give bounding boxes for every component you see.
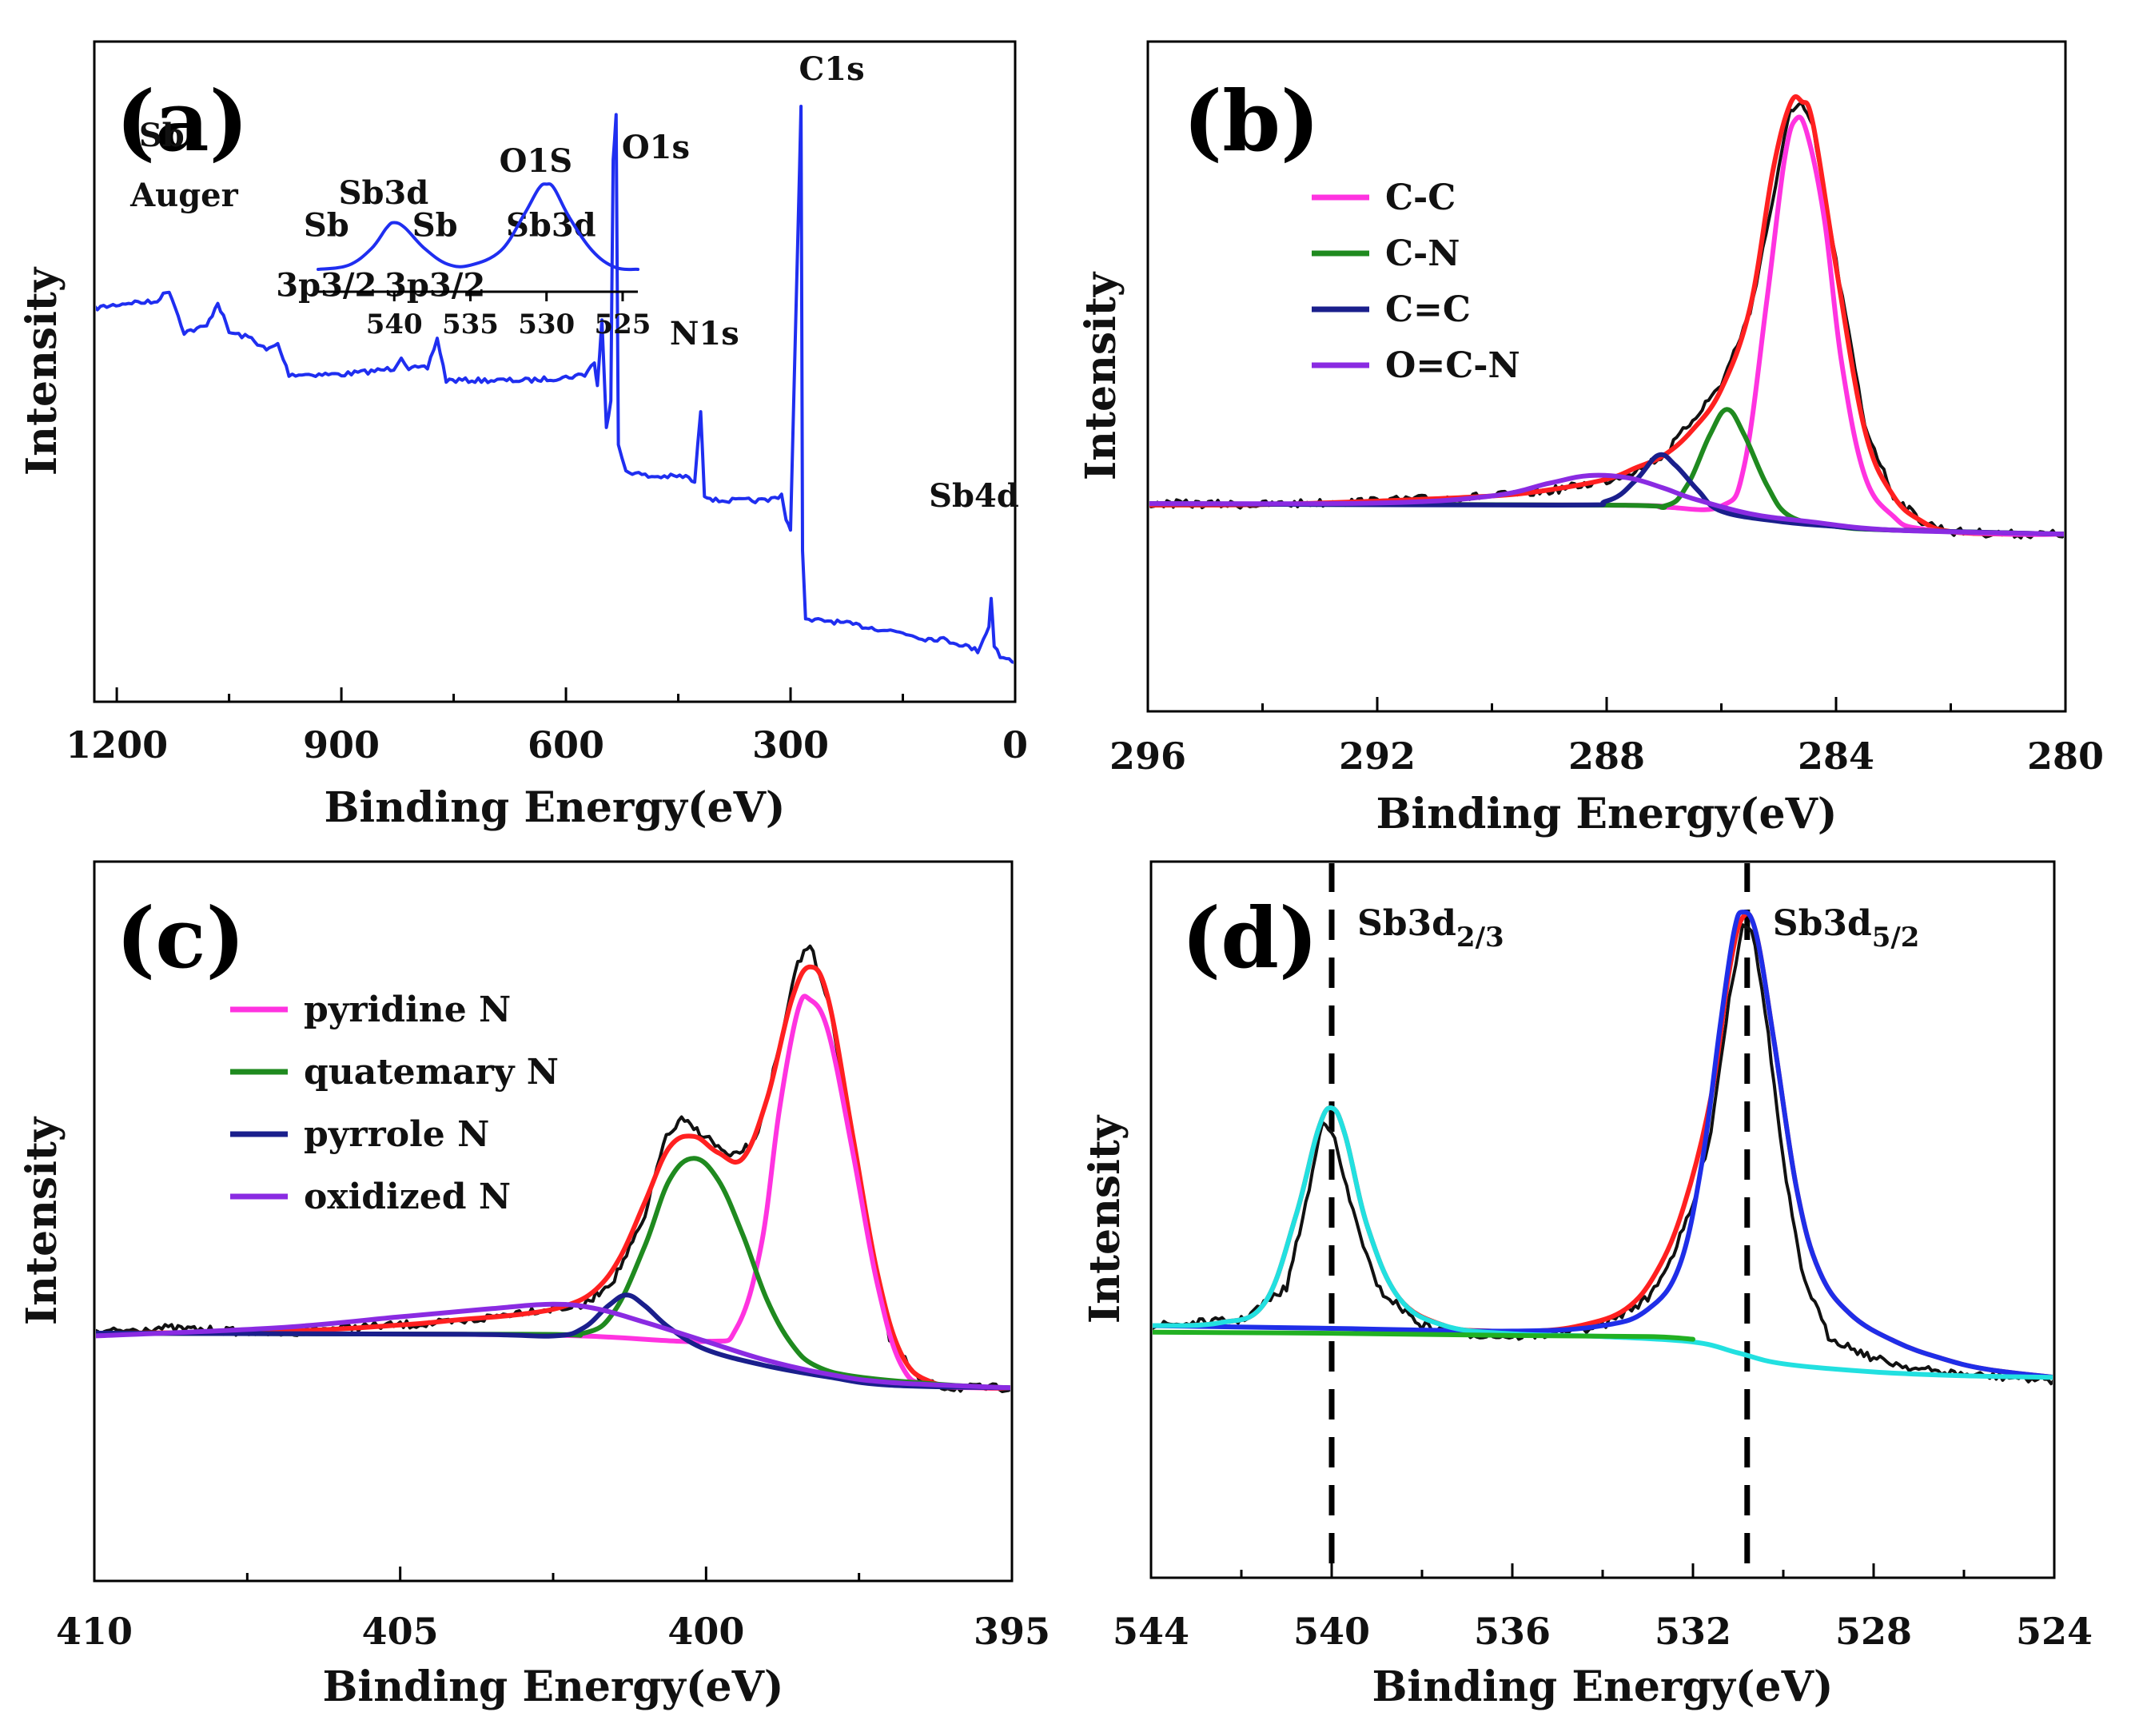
peak-annotation: 3p3/2	[276, 267, 376, 305]
x-axis-title: Binding Energy(eV)	[324, 783, 785, 832]
legend-label: C=C	[1385, 289, 1471, 330]
x-tick-label: 1200	[66, 723, 168, 766]
panel-a: 1200 900 600 300 0 Binding Energy(eV) Intensit…	[18, 40, 1028, 832]
series-fit	[96, 964, 1010, 1391]
x-tick-label: 292	[1339, 735, 1416, 778]
legend-label: O=C-N	[1385, 345, 1520, 386]
series-raw	[1153, 923, 2053, 1386]
reference-label: Sb3d2/3	[1357, 903, 1504, 954]
inset-tick-label: 535	[442, 309, 499, 340]
y-axis-title: Intensity	[18, 266, 66, 476]
x-tick-label: 600	[528, 723, 604, 766]
series-background	[1153, 1329, 1695, 1342]
plot-area	[1153, 863, 2053, 1576]
series-sb3d5-2-fit	[1153, 910, 2053, 1380]
y-axis-title: Intensity	[1081, 1114, 1129, 1324]
legend-label: C-N	[1385, 233, 1460, 274]
x-axis-title: Binding Energy(eV)	[322, 1662, 783, 1711]
x-tick-label: 532	[1655, 1610, 1731, 1653]
x-tick-label: 400	[667, 1610, 744, 1653]
panel-d: 544 540 536 532 528 524 Binding Energy(eV) Inte…	[1081, 860, 2093, 1711]
x-tick-label: 296	[1109, 735, 1186, 778]
panel-label: (a)	[116, 72, 249, 170]
series-pyrrole-n	[96, 1292, 1010, 1391]
inset-tick-label: 530	[518, 309, 575, 340]
series-raw	[96, 944, 1010, 1394]
legend-label: quatemary N	[304, 1052, 559, 1093]
peak-annotation: Sb	[412, 207, 458, 245]
series-o-c-n	[1149, 472, 2064, 537]
reference-label: Sb3d5/2	[1773, 903, 1920, 954]
peak-annotation: Sb	[139, 117, 185, 154]
inset-tick-label: 525	[594, 309, 651, 340]
inset-tick-label: 540	[366, 309, 423, 340]
panel-label: (d)	[1181, 889, 1318, 987]
x-axis-title: Binding Energy(eV)	[1372, 1662, 1833, 1711]
series-sb3d3-2-fit	[1153, 1105, 2053, 1380]
x-tick-label: 405	[362, 1610, 439, 1653]
peak-annotation: C1s	[799, 50, 864, 88]
x-tick-label: 288	[1568, 735, 1645, 778]
series-survey	[96, 105, 1014, 664]
peak-annotation: O1s	[622, 129, 690, 166]
plot-frame-a	[93, 40, 1017, 703]
legend-label: C-C	[1385, 177, 1456, 218]
peak-annotation: Sb4d	[929, 477, 1019, 515]
panel-label: (c)	[116, 889, 245, 987]
legend-label: pyrrole N	[304, 1114, 489, 1155]
x-tick-label: 524	[2016, 1610, 2093, 1653]
legend-label: pyridine N	[304, 989, 511, 1030]
plot-area	[96, 105, 1014, 664]
inset-annotation: Sb3d	[339, 174, 429, 212]
peak-annotation: Auger	[129, 177, 239, 214]
x-tick-label: 410	[56, 1610, 133, 1653]
y-axis-title: Intensity	[1077, 271, 1125, 480]
plot-area	[1149, 94, 2064, 540]
peak-annotation: Sb	[304, 207, 349, 245]
y-axis-title: Intensity	[18, 1116, 66, 1325]
inset: 540 535 530 525 Sb3d O1S	[317, 142, 651, 340]
x-tick-label: 900	[303, 723, 380, 766]
peak-annotation: N1s	[670, 315, 739, 352]
x-tick-label: 284	[1798, 735, 1874, 778]
plot-area	[96, 944, 1010, 1394]
series-c-c	[1149, 114, 2064, 537]
x-tick-label: 0	[1002, 723, 1028, 766]
x-tick-label: 280	[2027, 735, 2104, 778]
panel-c: 410 405 400 395 Binding Energy(eV) Intensity (…	[18, 860, 1050, 1711]
series-oxidized-n	[96, 1301, 1010, 1391]
x-tick-label: 300	[752, 723, 829, 766]
x-tick-label: 544	[1113, 1610, 1189, 1653]
legend-label: oxidized N	[304, 1177, 511, 1217]
x-tick-label: 528	[1835, 1610, 1912, 1653]
x-tick-label: 536	[1474, 1610, 1551, 1653]
inset-annotation: O1S	[500, 142, 573, 180]
x-tick-label: 540	[1293, 1610, 1370, 1653]
series-raw	[1149, 101, 2064, 540]
x-axis-title: Binding Energy(eV)	[1376, 790, 1837, 838]
x-tick-label: 395	[974, 1610, 1050, 1653]
series-c-n	[1149, 407, 2064, 537]
peak-annotation: 3p3/2	[384, 267, 485, 305]
panel-label: (b)	[1183, 72, 1320, 170]
inset-series	[317, 182, 639, 272]
panel-b: 296 292 288 284 280 Binding Energy(eV) Intensi…	[1077, 40, 2104, 838]
